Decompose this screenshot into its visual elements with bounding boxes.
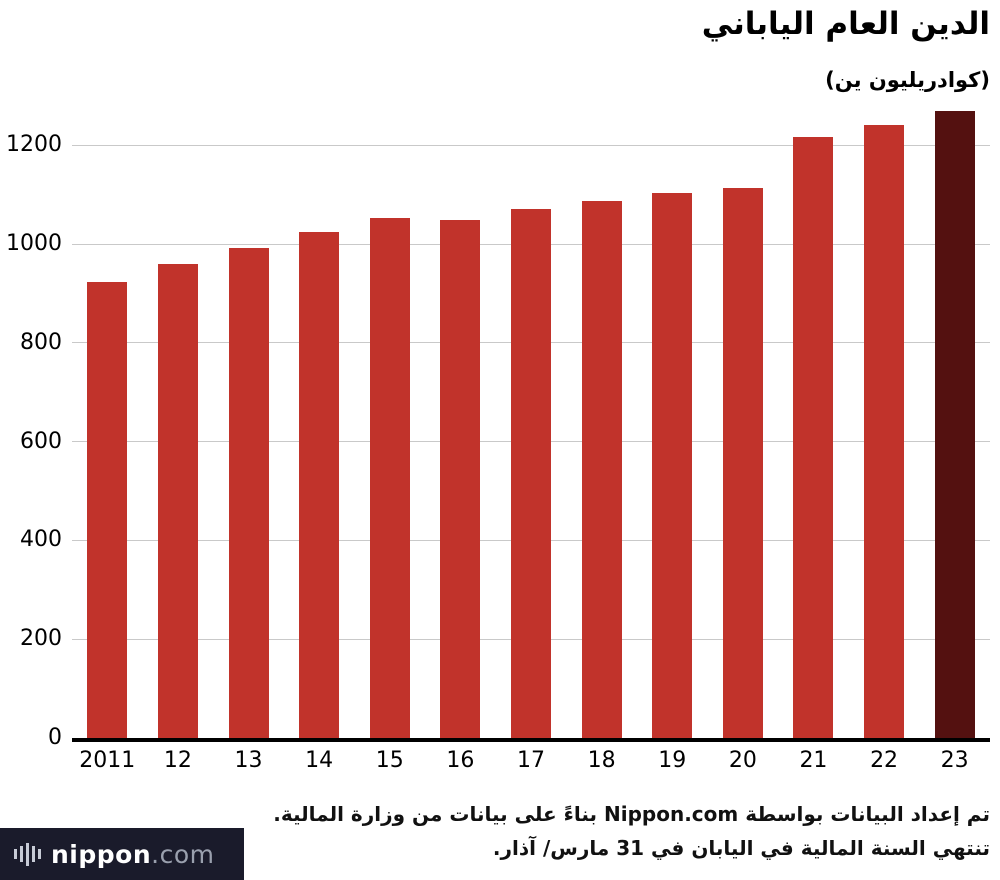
logo-suffix: .com bbox=[151, 839, 215, 869]
x-tick-label: 21 bbox=[799, 748, 828, 773]
unit-label: (كوادريليون ين) bbox=[825, 68, 990, 92]
bar-21 bbox=[793, 137, 834, 738]
y-tick-label: 400 bbox=[20, 527, 62, 553]
logo-bar bbox=[38, 849, 41, 859]
logo-bar bbox=[26, 842, 29, 866]
x-tick-label: 20 bbox=[728, 748, 757, 773]
gridline bbox=[72, 144, 990, 146]
x-tick-label: 2011 bbox=[79, 748, 136, 773]
bar-17 bbox=[511, 209, 551, 738]
bar-16 bbox=[440, 219, 481, 738]
x-axis-line bbox=[72, 738, 990, 742]
y-tick-label: 1000 bbox=[6, 231, 62, 257]
bar-18 bbox=[581, 200, 622, 738]
x-tick-label: 13 bbox=[234, 748, 263, 773]
plot-area bbox=[72, 96, 990, 742]
logo-bar bbox=[14, 849, 17, 859]
logo-text: nippon.com bbox=[51, 840, 214, 869]
logo-name: nippon bbox=[51, 839, 152, 869]
bar-13 bbox=[228, 248, 269, 738]
x-tick-label: 15 bbox=[375, 748, 404, 773]
bar-19 bbox=[652, 193, 693, 738]
bar-23 bbox=[934, 110, 975, 738]
y-tick-label: 800 bbox=[20, 329, 62, 355]
x-tick-label: 16 bbox=[446, 748, 475, 773]
x-tick-label: 22 bbox=[870, 748, 899, 773]
bar-12 bbox=[157, 263, 198, 738]
bar-chart: 0 200 400 600 800 1000 1200 2011 12 13 14 15 16 17 18… bbox=[0, 96, 1000, 796]
bar-20 bbox=[722, 187, 763, 738]
fiscal-year-note: تنتهي السنة المالية في اليابان في 31 مار… bbox=[492, 836, 990, 860]
x-tick-label: 18 bbox=[587, 748, 616, 773]
y-tick-label: 600 bbox=[20, 428, 62, 454]
y-tick-label: 200 bbox=[20, 626, 62, 652]
x-axis: 2011 12 13 14 15 16 17 18 19 20 21 22 23 bbox=[72, 748, 990, 780]
logo-bar bbox=[32, 846, 35, 862]
bar-2011 bbox=[87, 281, 128, 738]
bar-15 bbox=[369, 217, 410, 738]
y-tick-label: 0 bbox=[48, 725, 62, 750]
x-tick-label: 19 bbox=[658, 748, 687, 773]
bar-14 bbox=[299, 231, 340, 738]
x-tick-label: 14 bbox=[305, 748, 334, 773]
y-tick-label: 1200 bbox=[6, 132, 62, 158]
x-tick-label: 23 bbox=[940, 748, 969, 773]
chart-title: الدين العام الياباني bbox=[701, 6, 990, 42]
y-axis: 0 200 400 600 800 1000 1200 bbox=[0, 96, 62, 750]
source-note: تم إعداد البيانات بواسطة Nippon.com بناء… bbox=[273, 802, 990, 826]
nippon-logo-icon bbox=[14, 840, 41, 868]
brand-footer: nippon.com bbox=[0, 828, 244, 880]
x-tick-label: 12 bbox=[163, 748, 192, 773]
x-tick-label: 17 bbox=[516, 748, 545, 773]
logo-bar bbox=[20, 846, 23, 862]
bar-22 bbox=[864, 125, 905, 738]
